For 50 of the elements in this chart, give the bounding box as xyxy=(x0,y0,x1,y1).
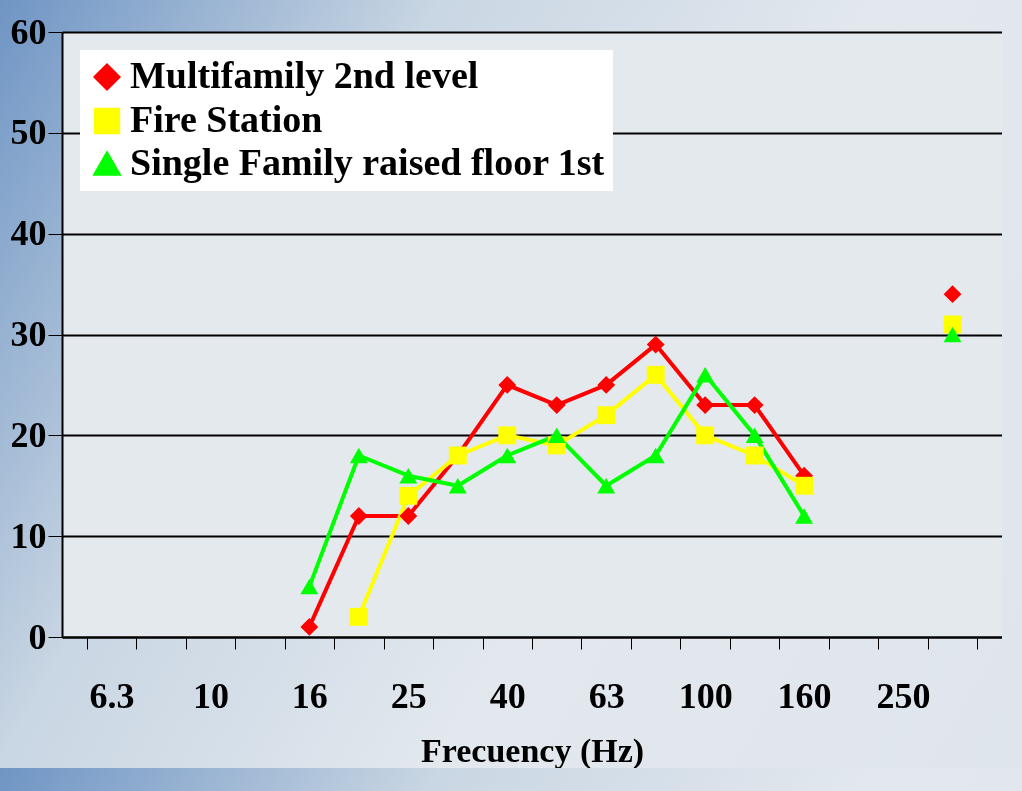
point xyxy=(399,467,418,484)
point xyxy=(597,406,616,425)
point xyxy=(349,607,368,626)
x-tick-label: 16 xyxy=(291,675,328,716)
point xyxy=(646,365,665,384)
legend-label: Multifamily 2nd level xyxy=(130,54,479,96)
point xyxy=(646,335,665,354)
y-tick-label: 30 xyxy=(10,314,47,354)
point xyxy=(745,396,764,415)
point xyxy=(646,447,665,464)
point xyxy=(943,326,962,343)
y-tick-label: 50 xyxy=(10,112,47,153)
x-tick-label: 63 xyxy=(588,675,625,716)
point xyxy=(745,446,764,465)
point xyxy=(597,375,616,394)
x-tick-label: 40 xyxy=(489,675,526,716)
legend-label: Single Family raised floor 1st xyxy=(130,141,605,183)
point xyxy=(498,426,517,445)
point xyxy=(399,486,418,505)
y-tick-label: 40 xyxy=(10,213,47,254)
y-tick-label: 0 xyxy=(28,616,47,657)
x-tick-label: 25 xyxy=(390,675,427,716)
x-tick-label: 250 xyxy=(876,675,931,716)
x-tick-label: 6.3 xyxy=(89,675,135,716)
x-tick-label: 160 xyxy=(777,675,832,716)
point xyxy=(795,476,814,495)
y-tick-label: 60 xyxy=(10,11,47,52)
legend-label: Fire Station xyxy=(130,98,323,140)
y-tick-label: 20 xyxy=(10,414,47,455)
point xyxy=(795,508,814,524)
point xyxy=(696,367,715,383)
point xyxy=(498,447,517,464)
point xyxy=(448,478,467,494)
point xyxy=(498,375,517,394)
point xyxy=(300,578,319,595)
point xyxy=(547,396,566,415)
x-tick-label: 10 xyxy=(192,675,229,716)
point xyxy=(696,426,715,445)
point xyxy=(300,617,319,636)
point xyxy=(597,478,616,494)
point xyxy=(349,447,368,464)
x-axis-title: Frecuency (Hz) xyxy=(420,731,645,770)
y-tick-label: 10 xyxy=(10,515,47,556)
point xyxy=(349,507,368,525)
x-tick-label: 100 xyxy=(678,675,733,716)
point xyxy=(547,427,566,444)
point xyxy=(943,315,962,334)
point xyxy=(943,285,962,304)
point xyxy=(745,427,764,444)
point xyxy=(399,507,418,525)
